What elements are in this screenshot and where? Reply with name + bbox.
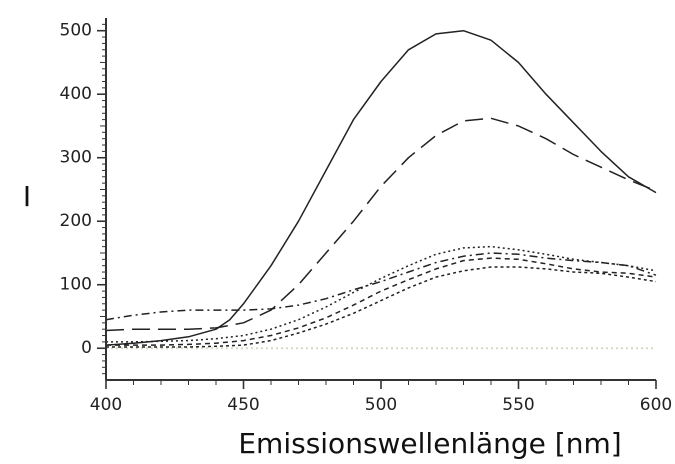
y-tick-label: 500 — [60, 21, 92, 41]
x-tick-label: 450 — [227, 395, 259, 415]
axes-group: 0 100 200 300 400 500 400 450 500 550 600 — [60, 18, 672, 415]
series-line-3 — [105, 252, 657, 321]
x-tick-label: 500 — [365, 395, 397, 415]
y-axis-title: I — [23, 180, 31, 213]
y-tick-label: 300 — [60, 148, 92, 168]
series-line-2 — [105, 117, 657, 332]
x-tick-label: 550 — [502, 395, 534, 415]
x-axis-title: Emissionswellenlänge [nm] — [238, 427, 621, 460]
series-line-5 — [106, 257, 657, 346]
y-tick-labels: 0 100 200 300 400 500 — [60, 21, 92, 359]
y-ticks — [97, 23, 106, 375]
y-tick-label: 200 — [60, 211, 92, 231]
series-line-1 — [105, 29, 657, 346]
x-tick-label: 400 — [90, 395, 122, 415]
y-tick-label: 0 — [81, 338, 92, 358]
y-tick-label: 100 — [60, 275, 92, 295]
series-line-4 — [106, 245, 657, 343]
series-group — [105, 29, 657, 348]
x-ticks — [105, 380, 657, 389]
series-line-6 — [106, 266, 657, 348]
x-tick-labels: 400 450 500 550 600 — [90, 395, 672, 415]
y-tick-label: 400 — [60, 84, 92, 104]
x-tick-label: 600 — [640, 395, 672, 415]
